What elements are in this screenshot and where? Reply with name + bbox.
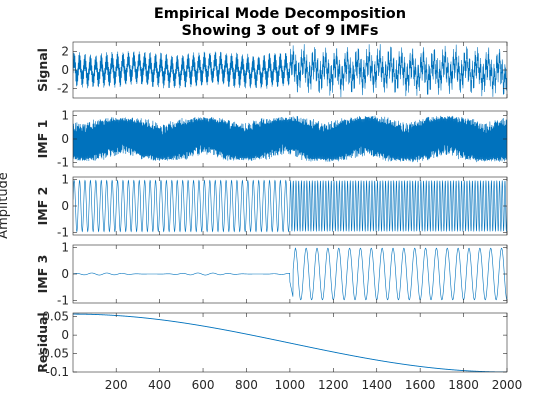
x-tick-label: 1800	[448, 378, 479, 392]
panel-imf-1: -1 0 1 IMF 1	[35, 109, 508, 169]
y-tick-label: 0	[61, 63, 69, 77]
series-line-imf-2	[73, 179, 507, 233]
y-tick-label: -1	[57, 225, 69, 239]
x-tick-label: 1200	[318, 378, 349, 392]
series-line-signal	[73, 44, 507, 98]
panel-label: Residual	[35, 312, 50, 372]
y-tick-label: 0	[61, 267, 69, 281]
y-tick-label: 2	[61, 44, 69, 58]
panel-label: IMF 1	[35, 120, 50, 159]
y-tick-label: 1	[61, 173, 69, 187]
series-line-imf-3	[73, 247, 507, 301]
panel-signal: -2 0 2 Signal	[35, 41, 508, 99]
y-tick-label: -2	[57, 82, 69, 96]
y-tick-label: -1	[57, 293, 69, 307]
y-tick-label: 1	[61, 109, 69, 123]
panel-imf-3: -1 0 1 IMF 3	[35, 241, 508, 307]
y-tick-label: 0	[61, 199, 69, 213]
x-tick-label: 800	[235, 378, 258, 392]
panel-label: Signal	[35, 48, 50, 92]
y-tick-label: 0	[61, 132, 69, 146]
panel-imf-2: -1 0 1 IMF 2	[35, 173, 508, 239]
y-tick-label: -0.1	[46, 365, 69, 379]
x-tick-label: 1000	[275, 378, 306, 392]
y-tick-label: 0.05	[42, 310, 69, 324]
x-tick-label: 600	[192, 378, 215, 392]
x-tick-label: 1400	[361, 378, 392, 392]
panel-label: IMF 3	[35, 255, 50, 294]
y-tick-label: 1	[61, 241, 69, 255]
x-tick-label: 200	[105, 378, 128, 392]
axes-box	[72, 312, 508, 373]
y-tick-label: -1	[57, 155, 69, 169]
series-line-imf-1	[73, 115, 507, 163]
chart-subtitle: Showing 3 out of 9 IMFs	[181, 23, 379, 39]
x-tick-label: 2000	[492, 378, 523, 392]
y-tick-label: -0.05	[38, 347, 69, 361]
y-tick-label: 0	[61, 328, 69, 342]
series-line-residual	[73, 313, 507, 372]
x-tick-label: 1600	[405, 378, 436, 392]
panel-label: IMF 2	[35, 187, 50, 226]
chart-title: Empirical Mode Decomposition	[153, 6, 407, 22]
x-tick-label: 400	[148, 378, 171, 392]
